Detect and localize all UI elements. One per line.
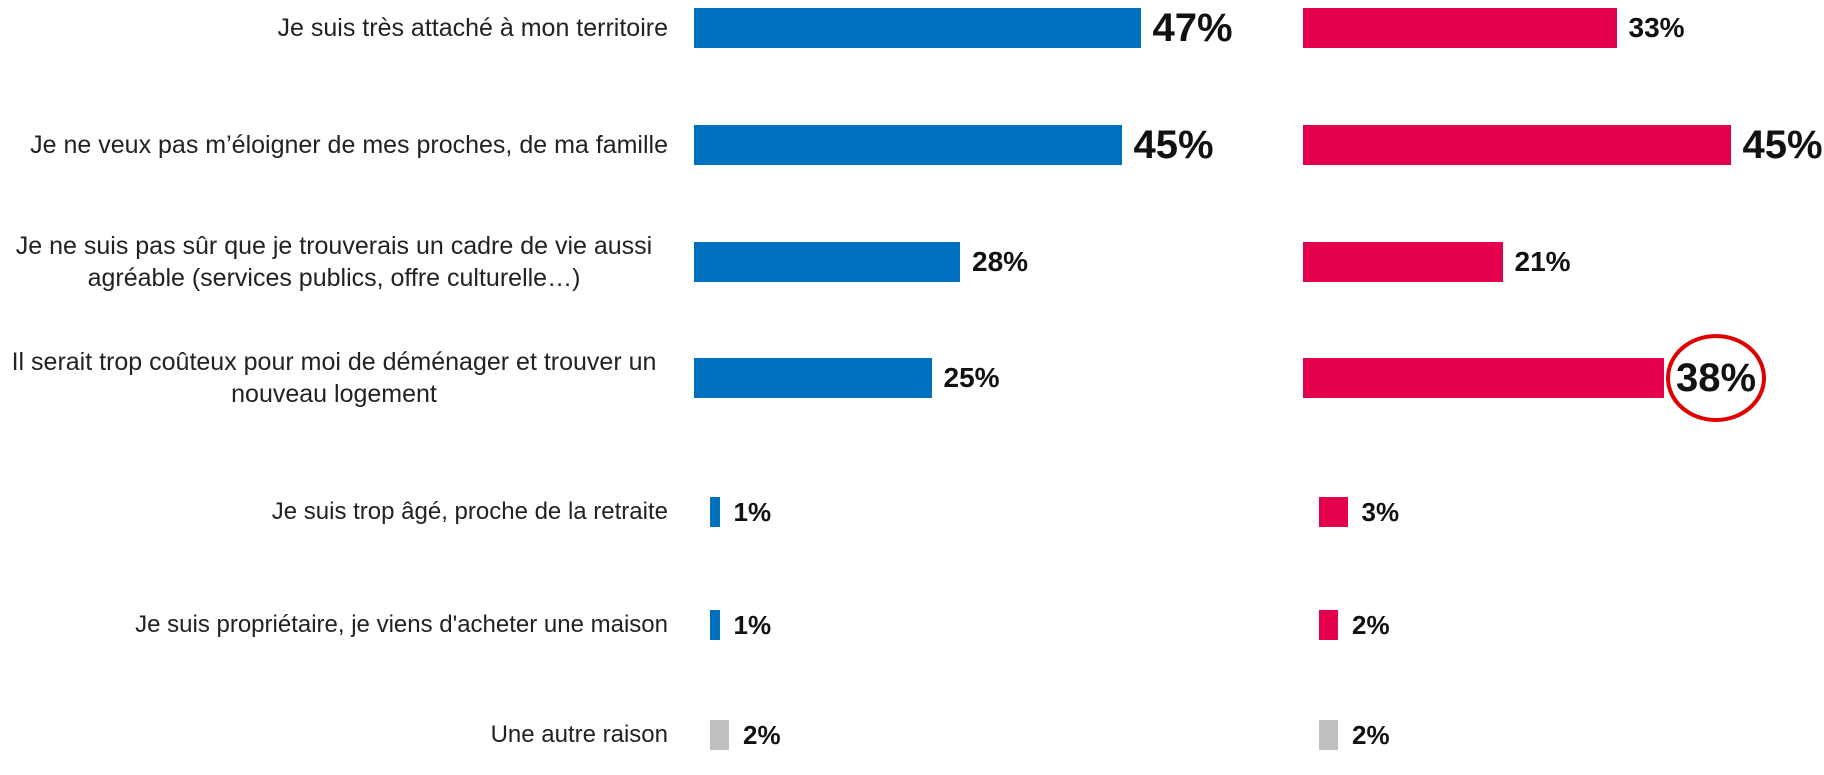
value-label: 2%	[1352, 609, 1390, 640]
category-label-row: Je ne veux pas m’éloigner de mes proches…	[0, 105, 668, 185]
value-label: 2%	[1352, 719, 1390, 750]
bar	[1303, 125, 1731, 165]
value-label: 28%	[972, 246, 1029, 277]
highlight-circle	[1666, 334, 1767, 422]
bar	[1303, 242, 1503, 282]
value-label: 1%	[733, 609, 772, 640]
bar	[694, 125, 1122, 165]
value-label: 47%	[1152, 5, 1233, 50]
category-label-row: Il serait trop coûteux pour moi de démén…	[0, 338, 668, 418]
value-label: 1%	[733, 496, 772, 527]
value-label: 45%	[1133, 122, 1214, 167]
category-label: Une autre raison	[490, 721, 668, 749]
value-label: 45%	[1742, 122, 1823, 167]
bar	[710, 720, 729, 750]
category-label-row: Je suis trop âgé, proche de la retraite	[0, 472, 668, 552]
bar	[1319, 720, 1338, 750]
category-label: Je suis trop âgé, proche de la retraite	[271, 498, 668, 526]
bar	[1303, 8, 1617, 48]
bar	[710, 497, 720, 527]
category-label: Je ne veux pas m’éloigner de mes proches…	[30, 130, 668, 159]
category-label: Il serait trop coûteux pour moi de démén…	[11, 347, 657, 409]
value-label: 2%	[743, 719, 781, 750]
category-label: Je suis propriétaire, je viens d'acheter…	[135, 611, 668, 639]
bar	[1303, 358, 1664, 398]
bar	[694, 242, 960, 282]
value-label: 3%	[1361, 496, 1400, 527]
value-label: 33%	[1628, 12, 1685, 43]
category-label-row: Je suis propriétaire, je viens d'acheter…	[0, 585, 668, 665]
value-label: 21%	[1514, 246, 1571, 277]
bar	[710, 610, 720, 640]
category-label: Je ne suis pas sûr que je trouverais un …	[15, 231, 653, 293]
bar	[694, 8, 1141, 48]
value-label: 25%	[943, 362, 1000, 393]
category-label-row: Une autre raison	[0, 695, 668, 775]
category-label: Je suis très attaché à mon territoire	[277, 13, 668, 42]
bar	[1319, 610, 1338, 640]
category-label-row: Je ne suis pas sûr que je trouverais un …	[0, 222, 668, 302]
bar	[694, 358, 932, 398]
bar	[1319, 497, 1348, 527]
category-label-row: Je suis très attaché à mon territoire	[0, 0, 668, 68]
